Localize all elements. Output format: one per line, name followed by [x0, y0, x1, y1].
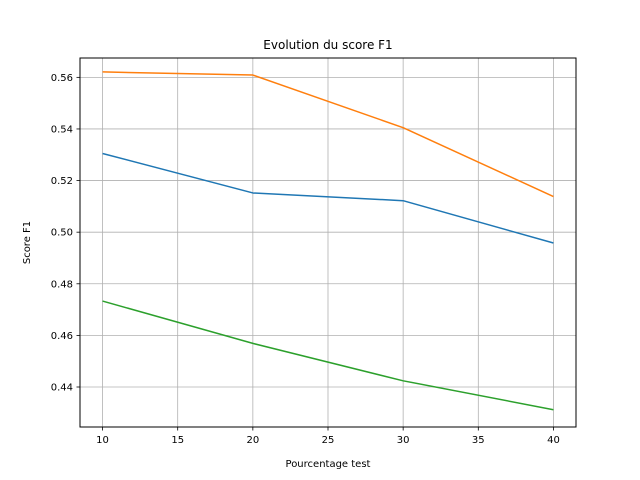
y-tick-label: 0.50	[51, 228, 73, 239]
x-tick-label: 25	[322, 435, 335, 446]
y-tick-label: 0.52	[51, 176, 73, 187]
y-tick-label: 0.46	[51, 331, 73, 342]
y-axis-label: Score F1	[22, 221, 33, 264]
x-tick-label: 40	[547, 435, 560, 446]
x-tick-label: 20	[246, 435, 259, 446]
series-layer	[102, 71, 554, 411]
series-line-3	[102, 300, 554, 411]
y-tick-label: 0.48	[51, 279, 73, 290]
x-tick-label: 10	[96, 435, 109, 446]
x-tick-label: 15	[171, 435, 184, 446]
chart-title: Evolution du score F1	[263, 38, 392, 52]
x-tick-label: 35	[472, 435, 485, 446]
series-line-1	[102, 152, 554, 244]
y-axis: 0.44 0.46 0.48 0.50 0.52 0.54 0.56	[51, 73, 80, 394]
x-tick-label: 30	[397, 435, 410, 446]
x-axis: 10 15 20 25 30 35 40	[96, 427, 560, 446]
series-line-2	[102, 71, 554, 198]
x-axis-label: Pourcentage test	[286, 459, 371, 470]
y-tick-label: 0.44	[51, 383, 73, 394]
y-tick-label: 0.54	[51, 124, 73, 135]
y-tick-label: 0.56	[51, 73, 73, 84]
